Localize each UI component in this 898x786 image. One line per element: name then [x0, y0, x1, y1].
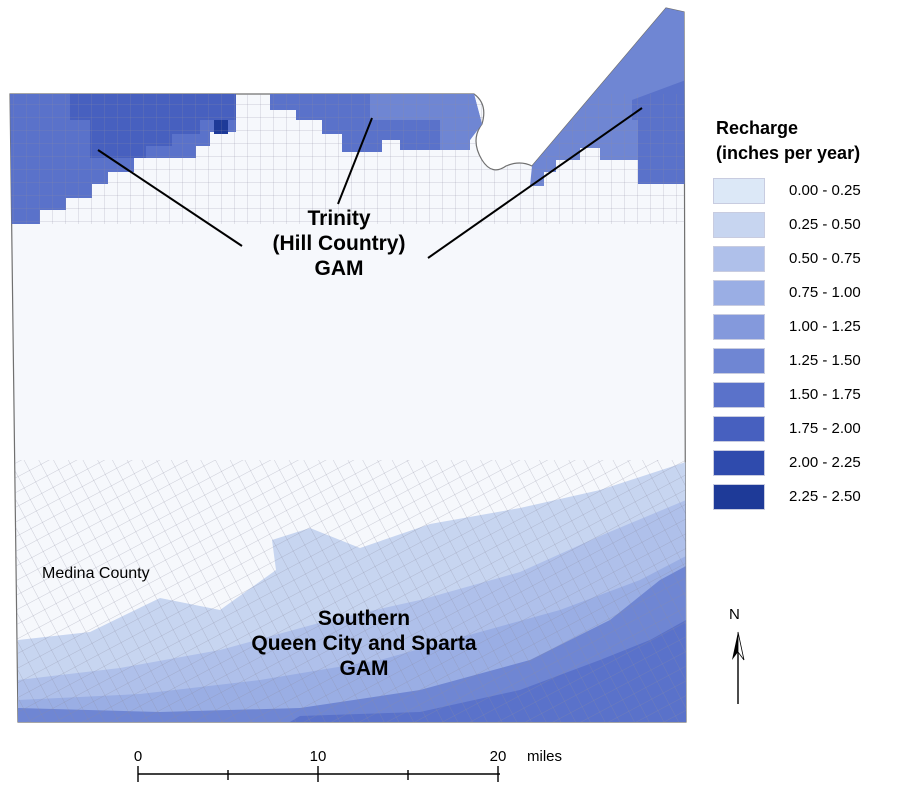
legend-label: 0.00 - 0.25	[789, 182, 861, 199]
legend-swatch	[713, 280, 765, 306]
legend-swatch	[713, 314, 765, 340]
legend-swatch	[713, 484, 765, 510]
legend-swatch	[713, 348, 765, 374]
legend-label: 0.75 - 1.00	[789, 284, 861, 301]
trinity-gam-cells	[10, 8, 686, 224]
county-label: Medina County	[42, 565, 150, 582]
trinity-gam-label: Trinity (Hill Country) GAM	[272, 207, 406, 280]
legend-item: 0.25 - 0.50	[713, 212, 893, 240]
legend-label: 0.25 - 0.50	[789, 216, 861, 233]
legend-swatch	[713, 212, 765, 238]
legend-swatch	[713, 246, 765, 272]
scale-label-10: 10	[309, 748, 327, 765]
legend-item: 1.50 - 1.75	[713, 382, 893, 410]
scale-bar	[137, 766, 500, 782]
legend-item: 0.75 - 1.00	[713, 280, 893, 308]
scale-units: miles	[527, 748, 563, 765]
scale-label-0: 0	[133, 748, 143, 765]
legend-label: 0.50 - 0.75	[789, 250, 861, 267]
legend-item: 2.25 - 2.50	[713, 484, 893, 512]
north-arrow-label: N	[729, 606, 740, 623]
southern-gam-cells	[10, 460, 686, 722]
legend-item: 2.00 - 2.25	[713, 450, 893, 478]
legend-item: 0.00 - 0.25	[713, 178, 893, 206]
legend-swatch	[713, 382, 765, 408]
legend-item: 1.75 - 2.00	[713, 416, 893, 444]
legend-swatch	[713, 416, 765, 442]
legend-swatch	[713, 450, 765, 476]
legend-item: 0.50 - 0.75	[713, 246, 893, 274]
north-arrow	[732, 631, 745, 704]
legend-item: 1.00 - 1.25	[713, 314, 893, 342]
legend-label: 2.00 - 2.25	[789, 454, 861, 471]
legend-label: 1.00 - 1.25	[789, 318, 861, 335]
legend-title: Recharge (inches per year)	[716, 118, 861, 163]
southern-gam-label: Southern Queen City and Sparta GAM	[251, 607, 477, 680]
legend-swatch	[713, 178, 765, 204]
trinity-leader-lines	[97, 107, 643, 259]
scale-label-20: 20	[489, 748, 507, 765]
legend-label: 1.75 - 2.00	[789, 420, 861, 437]
legend-label: 1.25 - 1.50	[789, 352, 861, 369]
legend-item: 1.25 - 1.50	[713, 348, 893, 376]
legend-label: 2.25 - 2.50	[789, 488, 861, 505]
legend-label: 1.50 - 1.75	[789, 386, 861, 403]
